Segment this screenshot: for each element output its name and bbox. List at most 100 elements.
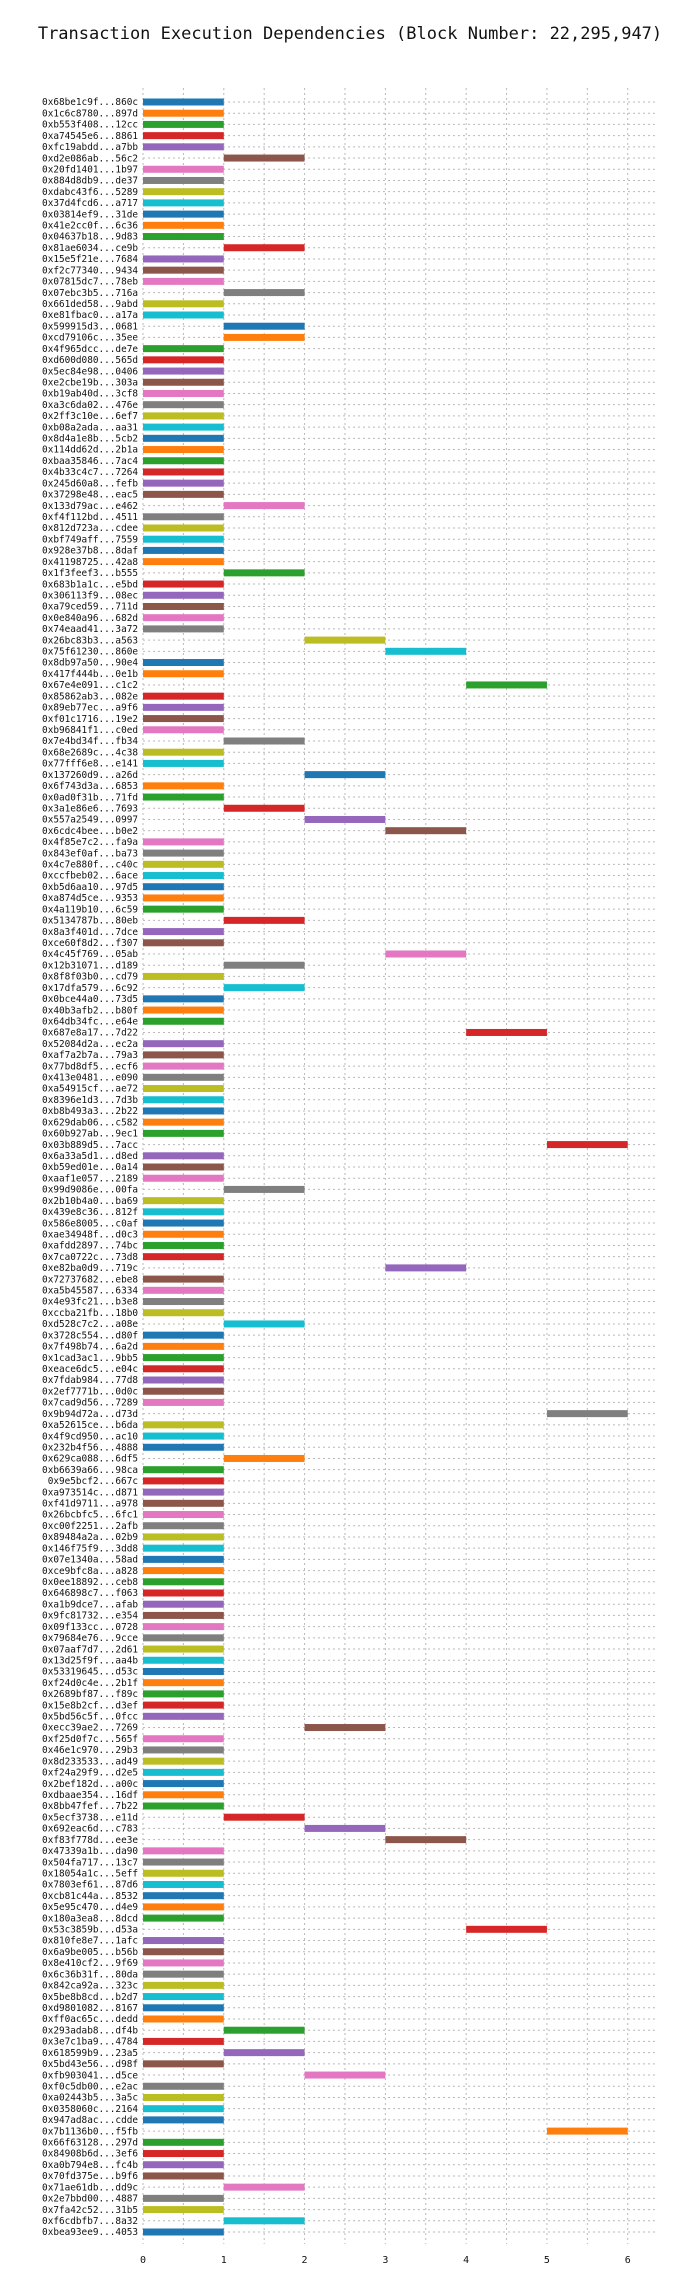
transaction-label: 0xfb903041...d5ce: [42, 2070, 138, 2081]
transaction-bar: [143, 1051, 224, 1059]
transaction-bar: [143, 1634, 224, 1642]
transaction-bar: [143, 2004, 224, 2012]
transaction-bar: [143, 1118, 224, 1126]
transaction-label: 0xf01c1716...19e2: [42, 714, 138, 725]
transaction-label: 0x137260d9...a26d: [42, 770, 138, 781]
transaction-label: 0xfc19abdd...a7bb: [42, 142, 138, 153]
transaction-label: 0x47339a1b...da90: [42, 1846, 138, 1857]
transaction-label: 0x599915d3...0681: [42, 321, 138, 332]
transaction-label: 0x180a3ea8...8dcd: [42, 1913, 138, 1924]
transaction-bar: [143, 1253, 224, 1261]
transaction-label: 0xcd79106c...35ee: [42, 333, 138, 344]
transaction-label: 0x683b1a1c...e5bd: [42, 579, 138, 590]
transaction-label: 0xdbaae354...16df: [42, 1790, 138, 1801]
transaction-label: 0x5ec84e98...0406: [42, 366, 138, 377]
transaction-bar: [385, 950, 467, 958]
transaction-bar: [304, 1824, 386, 1832]
transaction-bar: [143, 748, 224, 756]
transaction-bar: [143, 199, 224, 207]
transaction-label: 0x661ded58...9abd: [42, 299, 138, 310]
transaction-label: 0x6cdc4bee...b0e2: [42, 826, 138, 837]
transaction-bar: [223, 984, 305, 992]
transaction-label: 0x15e8b2cf...d3ef: [42, 1700, 138, 1711]
transaction-bar: [143, 345, 224, 353]
transaction-label: 0xce60f8d2...f307: [42, 938, 138, 949]
transaction-label: 0x2e7bbd00...4887: [42, 2194, 138, 2205]
transaction-label: 0x71ae61db...dd9c: [42, 2182, 138, 2193]
transaction-label: 0xff0ac65c...dedd: [42, 2014, 138, 2025]
transaction-label: 0x133d79ac...e462: [42, 501, 138, 512]
transaction-bar: [143, 311, 224, 319]
transaction-label: 0x99d9086e...00fa: [42, 1185, 138, 1196]
transaction-label: 0x245d60a8...fefb: [42, 478, 138, 489]
transaction-bar: [143, 1230, 224, 1238]
transaction-label: 0xecc39ae2...7269: [42, 1723, 138, 1734]
transaction-bar: [143, 233, 224, 241]
transaction-label: 0xb96841f1...c0ed: [42, 725, 138, 736]
transaction-label: 0xcb81c44a...8532: [42, 1891, 138, 1902]
transaction-bar: [143, 670, 224, 678]
x-tick-label: 2: [302, 2255, 308, 2266]
transaction-label: 0x7f498b74...6a2d: [42, 1342, 138, 1353]
transaction-label: 0xa1b9dce7...afab: [42, 1599, 138, 1610]
transaction-bar: [223, 1813, 305, 1821]
transaction-bar: [143, 356, 224, 364]
transaction-label: 0x2ef7771b...0d0c: [42, 1386, 138, 1397]
transaction-bar: [143, 591, 224, 599]
transaction-label: 0x37d4fcd6...a717: [42, 198, 138, 209]
transaction-bar: [223, 502, 305, 510]
transaction-label: 0x1cad3ac1...9bb5: [42, 1353, 138, 1364]
transaction-label: 0x4b33c4c7...7264: [42, 467, 138, 478]
transaction-label: 0x41198725...42a8: [42, 557, 138, 568]
transaction-bar: [143, 1342, 224, 1350]
transaction-bar: [143, 1993, 224, 2001]
transaction-bar: [143, 1712, 224, 1720]
transaction-label: 0xccfbeb02...6ace: [42, 871, 138, 882]
transaction-label: 0xdabc43f6...5289: [42, 187, 138, 198]
transaction-label: 0x629ca088...6df5: [42, 1454, 138, 1465]
transaction-bar: [143, 1466, 224, 1474]
transaction-label: 0x67e4e091...c1c2: [42, 680, 138, 691]
transaction-bar: [143, 1645, 224, 1653]
transaction-label: 0x504fa717...13c7: [42, 1857, 138, 1868]
transaction-bar: [143, 188, 224, 196]
x-axis-tick-labels: 0 1 2 3 4 5 6: [140, 2255, 631, 2266]
transaction-label: 0x07ebc3b5...716a: [42, 288, 138, 299]
transaction-label: 0x7e4bd34f...fb34: [42, 736, 138, 747]
transaction-label: 0x842ca92a...323c: [42, 1981, 138, 1992]
transaction-bar: [143, 580, 224, 588]
transaction-bar: [143, 412, 224, 420]
transaction-label: 0xa5b45587...6334: [42, 1286, 138, 1297]
transaction-bar: [143, 894, 224, 902]
transaction-bar: [143, 972, 224, 980]
transaction-bar: [143, 2105, 224, 2113]
x-tick-label: 6: [625, 2255, 631, 2266]
transaction-label: 0x293adab8...df4b: [42, 2025, 138, 2036]
transaction-label: 0xae34948f...d0c3: [42, 1229, 138, 1240]
transaction-bar: [143, 1600, 224, 1608]
transaction-label: 0x79684e76...9cce: [42, 1633, 138, 1644]
transaction-bar: [143, 838, 224, 846]
transaction-bar: [143, 423, 224, 431]
transaction-bar: [304, 2071, 386, 2079]
transaction-label: 0x4f965dcc...de7e: [42, 344, 138, 355]
transaction-bar: [143, 759, 224, 767]
transaction-bar: [143, 2150, 224, 2158]
transaction-bar: [143, 1096, 224, 1104]
transaction-bar: [143, 2060, 224, 2068]
transaction-bar: [304, 815, 386, 823]
transaction-bar: [143, 659, 224, 667]
transaction-bar: [304, 636, 386, 644]
transaction-label: 0xd9801082...8167: [42, 2003, 138, 2014]
transaction-bar: [385, 1836, 467, 1844]
transaction-label: 0x09f133cc...0728: [42, 1622, 138, 1633]
transaction-label: 0xa74545e6...8861: [42, 131, 138, 142]
transaction-bar: [143, 1948, 224, 1956]
transaction-label: 0xd528c7c2...a08e: [42, 1319, 138, 1330]
transaction-label: 0x74eaad41...3a72: [42, 624, 138, 635]
transaction-bar: [143, 2082, 224, 2090]
transaction-bar: [143, 1208, 224, 1216]
transaction-label: 0x843ef0af...ba73: [42, 848, 138, 859]
transaction-label: 0x03b889d5...7acc: [42, 1140, 138, 1151]
transaction-bar: [143, 546, 224, 554]
